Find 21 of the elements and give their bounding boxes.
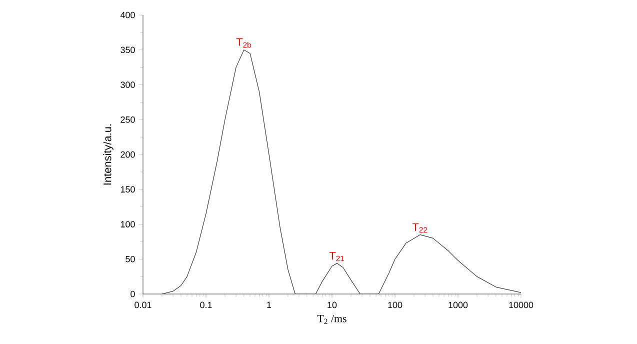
x-tick-label: 0.01 <box>134 302 152 308</box>
y-tick-label: 50 <box>126 256 135 262</box>
x-tick-label: 1000 <box>448 302 468 308</box>
y-tick-label: 200 <box>120 151 135 158</box>
y-tick-label: 100 <box>120 221 135 228</box>
y-tick-label: 350 <box>120 46 135 54</box>
annotation: T$_{22}$ <box>412 223 428 233</box>
x-axis-title: T$_{2}$ /ms <box>317 314 346 324</box>
x-tick-label: 100 <box>388 302 402 308</box>
annotation: T$_{21}$ <box>329 252 344 262</box>
y-tick-label: 300 <box>120 82 135 88</box>
x-tick-label: 10 <box>328 302 337 308</box>
y-tick-label: 0 <box>130 290 135 298</box>
x-tick-label: 0.1 <box>200 302 212 308</box>
y-tick-label: 400 <box>120 12 135 18</box>
annotation: T$_{2b}$ <box>236 38 251 48</box>
x-tick-label: 1 <box>267 302 272 308</box>
y-axis-title: Intensity/a.u. <box>103 124 114 185</box>
x-tick-label: 10000 <box>509 302 534 308</box>
y-tick-label: 150 <box>120 186 135 193</box>
y-tick-label: 250 <box>120 116 135 123</box>
